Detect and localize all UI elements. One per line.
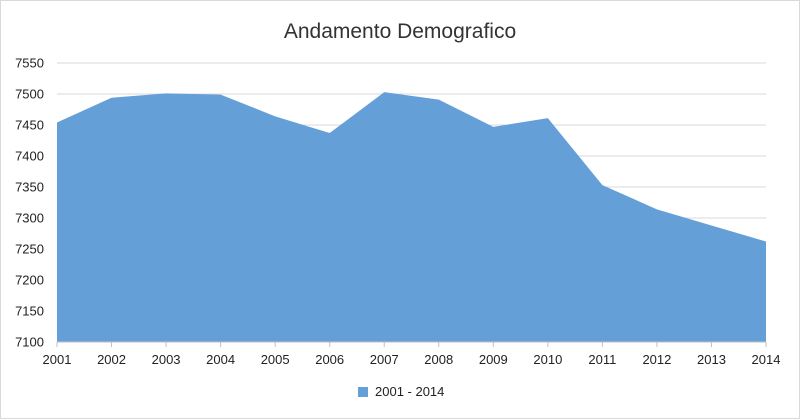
y-tick-label: 7150 [15, 304, 44, 319]
y-tick-label: 7400 [15, 149, 44, 164]
y-tick-label: 7550 [15, 56, 44, 71]
x-tick-label: 2003 [152, 352, 181, 367]
plot-area [57, 92, 766, 342]
axes: 7100 7150 7200 7250 7300 7350 7400 7450 7500 7550… [15, 56, 780, 368]
legend: 2001 - 2014 [358, 384, 444, 399]
x-tick-label: 2007 [370, 352, 399, 367]
y-tick-label: 7500 [15, 87, 44, 102]
x-tick-label: 2014 [752, 352, 781, 367]
chart-title: Andamento Demografico [284, 20, 516, 43]
x-tick-label: 2004 [206, 352, 235, 367]
x-tick-label: 2013 [697, 352, 726, 367]
x-tick-label: 2002 [97, 352, 126, 367]
y-tick-label: 7300 [15, 211, 44, 226]
x-tick-label: 2005 [261, 352, 290, 367]
y-tick-label: 7350 [15, 180, 44, 195]
y-tick-label: 7200 [15, 273, 44, 288]
x-tick-label: 2011 [588, 352, 616, 367]
area-series-2001-2014 [57, 92, 766, 342]
y-tick-label: 7450 [15, 118, 44, 133]
x-tick-label: 2008 [424, 352, 453, 367]
legend-label: 2001 - 2014 [375, 384, 444, 399]
y-tick-label: 7250 [15, 242, 44, 257]
x-tick-label: 2006 [315, 352, 344, 367]
x-tick-label: 2009 [479, 352, 508, 367]
y-tick-label: 7100 [15, 335, 44, 350]
x-tick-label: 2010 [533, 352, 562, 367]
x-tick-label: 2001 [43, 352, 72, 367]
x-tick-label: 2012 [642, 352, 671, 367]
legend-swatch [358, 387, 368, 397]
